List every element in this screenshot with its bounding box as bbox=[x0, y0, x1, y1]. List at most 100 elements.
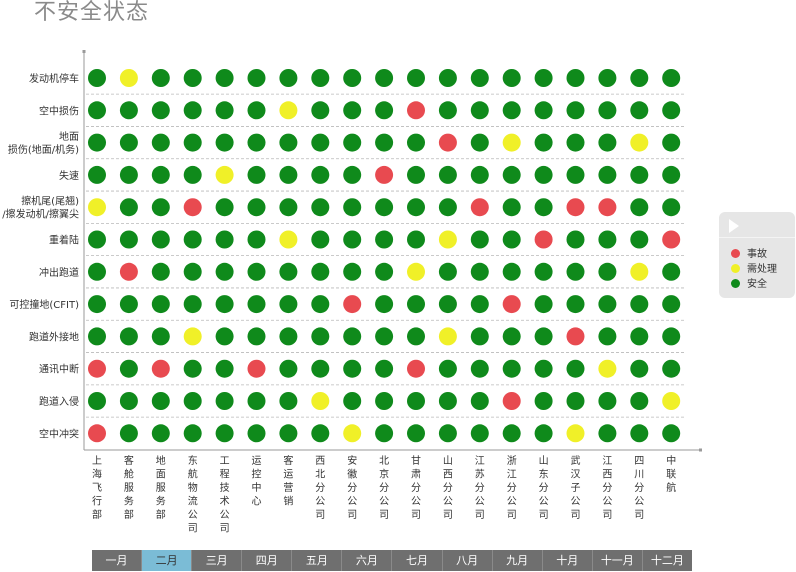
status-dot[interactable] bbox=[407, 69, 425, 87]
status-dot[interactable] bbox=[407, 198, 425, 217]
status-dot[interactable] bbox=[343, 198, 362, 217]
status-dot[interactable] bbox=[598, 230, 617, 249]
status-dot[interactable] bbox=[183, 165, 202, 184]
status-dot[interactable] bbox=[215, 165, 234, 184]
status-dot[interactable] bbox=[88, 424, 106, 443]
status-dot[interactable] bbox=[119, 424, 138, 443]
status-dot[interactable] bbox=[566, 295, 585, 314]
status-dot[interactable] bbox=[279, 165, 298, 184]
legend-item[interactable]: 事故 bbox=[731, 245, 767, 260]
status-dot[interactable] bbox=[375, 327, 394, 346]
month-tab[interactable]: 五月 bbox=[292, 550, 343, 571]
status-dot[interactable] bbox=[438, 295, 457, 314]
status-dot[interactable] bbox=[407, 262, 425, 281]
status-dot[interactable] bbox=[88, 327, 106, 346]
status-dot[interactable] bbox=[375, 359, 394, 378]
status-dot[interactable] bbox=[247, 295, 266, 314]
status-dot[interactable] bbox=[407, 392, 425, 410]
status-dot[interactable] bbox=[183, 198, 202, 217]
status-dot[interactable] bbox=[534, 230, 553, 249]
status-dot[interactable] bbox=[247, 327, 266, 346]
status-dot[interactable] bbox=[534, 165, 553, 184]
month-tab[interactable]: 十月 bbox=[543, 550, 593, 571]
status-dot[interactable] bbox=[119, 359, 138, 378]
status-dot[interactable] bbox=[630, 165, 649, 184]
status-dot[interactable] bbox=[630, 69, 649, 87]
status-dot[interactable] bbox=[183, 295, 202, 314]
status-dot[interactable] bbox=[88, 69, 106, 87]
status-dot[interactable] bbox=[566, 424, 585, 443]
status-dot[interactable] bbox=[311, 101, 330, 120]
status-dot[interactable] bbox=[215, 327, 234, 346]
status-dot[interactable] bbox=[502, 69, 521, 87]
status-dot[interactable] bbox=[183, 69, 202, 87]
status-dot[interactable] bbox=[662, 424, 681, 443]
status-dot[interactable] bbox=[279, 69, 298, 87]
status-dot[interactable] bbox=[151, 327, 170, 346]
status-dot[interactable] bbox=[279, 327, 298, 346]
status-dot[interactable] bbox=[279, 424, 298, 443]
status-dot[interactable] bbox=[598, 295, 617, 314]
status-dot[interactable] bbox=[311, 295, 330, 314]
status-dot[interactable] bbox=[598, 165, 617, 184]
status-dot[interactable] bbox=[630, 295, 649, 314]
status-dot[interactable] bbox=[502, 295, 521, 314]
status-dot[interactable] bbox=[630, 392, 649, 410]
status-dot[interactable] bbox=[88, 295, 106, 314]
month-tab[interactable]: 十二月 bbox=[650, 554, 684, 567]
status-dot[interactable] bbox=[88, 230, 106, 249]
status-dot[interactable] bbox=[119, 165, 138, 184]
status-dot[interactable] bbox=[183, 101, 202, 120]
status-dot[interactable] bbox=[183, 327, 202, 346]
status-dot[interactable] bbox=[88, 101, 106, 120]
status-dot[interactable] bbox=[311, 230, 330, 249]
status-dot[interactable] bbox=[407, 101, 425, 120]
status-dot[interactable] bbox=[502, 230, 521, 249]
status-dot[interactable] bbox=[88, 392, 106, 410]
status-dot[interactable] bbox=[502, 198, 521, 217]
status-dot[interactable] bbox=[470, 392, 489, 410]
status-dot[interactable] bbox=[662, 327, 681, 346]
status-dot[interactable] bbox=[502, 101, 521, 120]
status-dot[interactable] bbox=[119, 101, 138, 120]
status-dot[interactable] bbox=[470, 101, 489, 120]
status-dot[interactable] bbox=[630, 262, 649, 281]
status-dot[interactable] bbox=[502, 359, 521, 378]
status-dot[interactable] bbox=[151, 359, 170, 378]
status-dot[interactable] bbox=[215, 133, 234, 152]
month-tab[interactable]: 四月 bbox=[242, 550, 293, 571]
status-dot[interactable] bbox=[375, 295, 394, 314]
status-dot[interactable] bbox=[151, 262, 170, 281]
status-dot[interactable] bbox=[151, 424, 170, 443]
status-dot[interactable] bbox=[470, 165, 489, 184]
status-dot[interactable] bbox=[279, 262, 298, 281]
status-dot[interactable] bbox=[215, 69, 234, 87]
status-dot[interactable] bbox=[343, 133, 362, 152]
status-dot[interactable] bbox=[438, 165, 457, 184]
status-dot[interactable] bbox=[470, 133, 489, 152]
status-dot[interactable] bbox=[407, 165, 425, 184]
month-tab[interactable]: 一月 bbox=[92, 550, 143, 571]
status-dot[interactable] bbox=[311, 69, 330, 87]
status-dot[interactable] bbox=[311, 327, 330, 346]
status-dot[interactable] bbox=[470, 327, 489, 346]
status-dot[interactable] bbox=[566, 165, 585, 184]
status-dot[interactable] bbox=[279, 230, 298, 249]
status-dot[interactable] bbox=[470, 262, 489, 281]
status-dot[interactable] bbox=[375, 165, 394, 184]
status-dot[interactable] bbox=[151, 295, 170, 314]
status-dot[interactable] bbox=[566, 359, 585, 378]
status-dot[interactable] bbox=[183, 230, 202, 249]
status-dot[interactable] bbox=[502, 165, 521, 184]
status-dot[interactable] bbox=[119, 295, 138, 314]
status-dot[interactable] bbox=[598, 262, 617, 281]
status-dot[interactable] bbox=[151, 198, 170, 217]
status-dot[interactable] bbox=[343, 262, 362, 281]
status-dot[interactable] bbox=[88, 198, 106, 217]
status-dot[interactable] bbox=[247, 165, 266, 184]
status-dot[interactable] bbox=[407, 230, 425, 249]
status-dot[interactable] bbox=[502, 133, 521, 152]
status-dot[interactable] bbox=[247, 133, 266, 152]
status-dot[interactable] bbox=[438, 424, 457, 443]
status-dot[interactable] bbox=[88, 133, 106, 152]
